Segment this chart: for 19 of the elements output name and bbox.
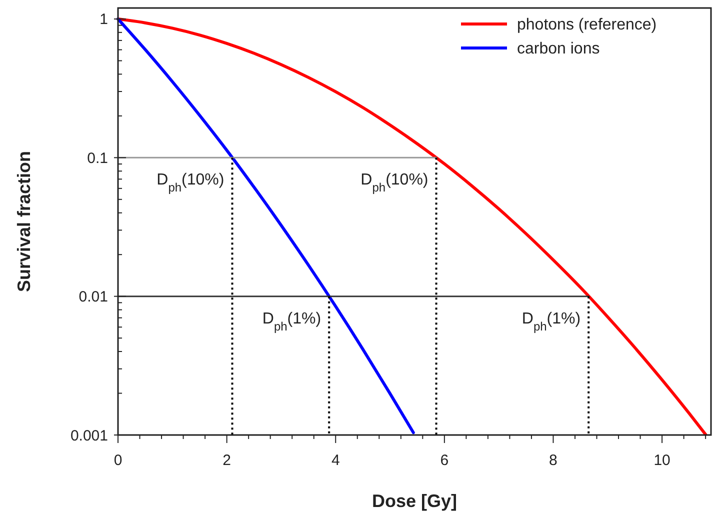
x-tick-label: 4 bbox=[331, 452, 340, 469]
annotation: D$_{ph}$(10%) bbox=[156, 172, 224, 195]
y-axis-title: Survival fraction bbox=[14, 150, 34, 292]
legend-label: carbon ions bbox=[517, 40, 600, 58]
legend-label: photons (reference) bbox=[517, 16, 657, 34]
annotation: D$_{ph}$(1%) bbox=[522, 310, 581, 334]
x-axis-title: Dose [Gy] bbox=[372, 491, 458, 511]
x-tick-label: 10 bbox=[654, 452, 670, 469]
annotation: D$_{ph}$(1%) bbox=[262, 310, 322, 334]
line-series bbox=[116, 17, 708, 436]
y-tick-label: 0.1 bbox=[87, 150, 108, 167]
x-tick-label: 0 bbox=[114, 452, 122, 469]
x-tick-label: 2 bbox=[222, 452, 231, 469]
y-tick-label: 0.01 bbox=[78, 288, 108, 306]
annotation: D$_{ph}$(10%) bbox=[360, 172, 428, 195]
x-tick-label: 8 bbox=[549, 452, 558, 469]
y-tick-label: 1 bbox=[100, 11, 108, 28]
x-tick-label: 6 bbox=[440, 452, 449, 469]
y-tick-label: 0.001 bbox=[70, 427, 108, 444]
